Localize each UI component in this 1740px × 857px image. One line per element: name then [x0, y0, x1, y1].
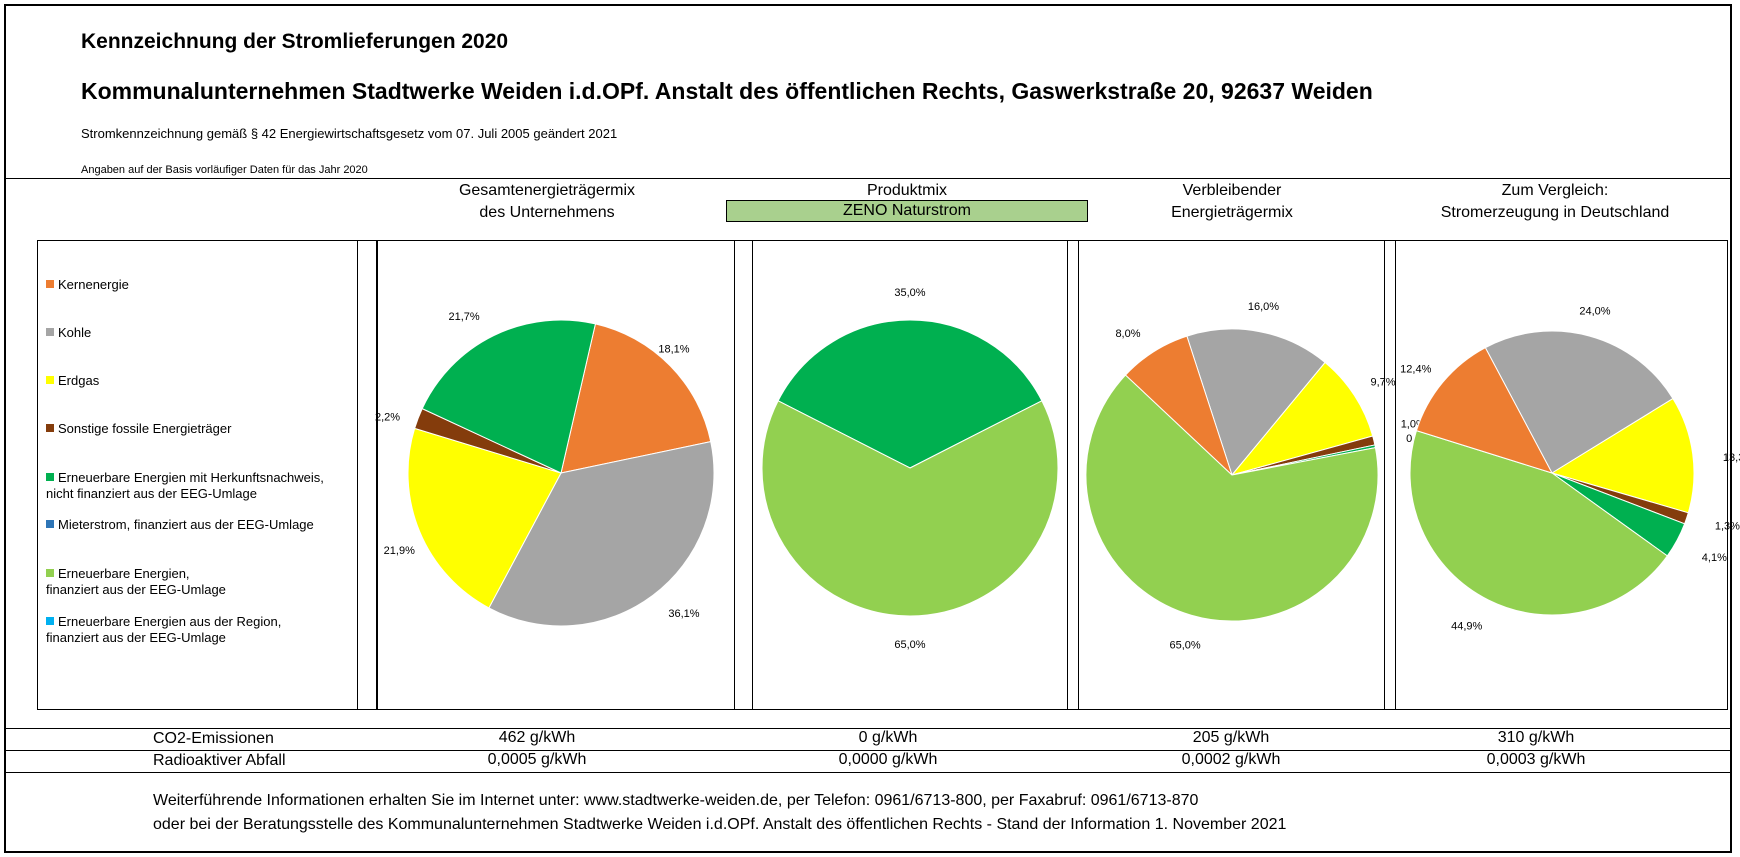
legend-label: Erneuerbare Energien mit Herkunftsnachwe…: [58, 470, 324, 485]
column-title-line: Gesamtenergieträgermix: [458, 182, 636, 199]
pie-data-label: 44,9%: [1451, 621, 1482, 633]
pie-data-label: 21,7%: [449, 311, 480, 323]
waste-value: 0,0005 g/kWh: [487, 751, 587, 768]
legend-item: Kernenergie: [46, 277, 129, 293]
legend-swatch: [46, 473, 54, 481]
legend-spacer: [357, 240, 377, 710]
legend-label: Sonstige fossile Energieträger: [58, 421, 232, 436]
legend-label: finanziert aus der EEG-Umlage: [46, 630, 226, 645]
legend-swatch: [46, 376, 54, 384]
legend-item: Sonstige fossile Energieträger: [46, 421, 231, 437]
pie-slice: [1124, 335, 1233, 476]
pie-slice: [560, 323, 712, 474]
header-divider: [4, 178, 1732, 179]
legend-label: Kernenergie: [58, 277, 129, 292]
legend-swatch: [46, 280, 54, 288]
page-title: Kennzeichnung der Stromlieferungen 2020: [81, 30, 509, 53]
legend-item: Mieterstrom, finanziert aus der EEG-Umla…: [46, 517, 314, 533]
pie-data-label: 65,0%: [1170, 639, 1201, 651]
legend-label: Erneuerbare Energien aus der Region,: [58, 614, 282, 629]
pie-chart-4: 24,0% 13,3% 1,3% 4,1% 44,9% 12,4%: [1400, 306, 1740, 633]
legend-swatch: [46, 328, 54, 336]
pie-data-label: 8,0%: [1115, 328, 1140, 340]
pie-data-label: 21,9%: [384, 545, 415, 557]
waste-label: Radioaktiver Abfall: [153, 752, 286, 769]
law-note: Stromkennzeichnung gemäß § 42 Energiewir…: [81, 126, 618, 141]
pie-data-label: 35,0%: [894, 287, 925, 299]
legend-swatch: [46, 569, 54, 577]
column-title-germany: Zum Vergleich: Stromerzeugung in Deutsch…: [1410, 180, 1700, 224]
pie-data-label: 4,1%: [1702, 552, 1727, 564]
legend-item: Erneuerbare Energien mit Herkunftsnachwe…: [46, 470, 324, 502]
pie-slice: [1186, 328, 1326, 477]
pie-slice: [421, 319, 597, 474]
pie-slice: [777, 319, 1043, 469]
pie-slice: [488, 441, 715, 627]
pie-chart-1: 18,1% 36,1% 21,9% 2,2% 21,7%: [375, 311, 715, 627]
legend-label: Mieterstrom, finanziert aus der EEG-Umla…: [58, 517, 314, 532]
pie-data-label: 36,1%: [668, 608, 699, 620]
column-title-remaining-mix: Verbleibender Energieträgermix: [1102, 180, 1362, 224]
column-title-company-mix: Gesamtenergieträgermix des Unternehmens: [417, 180, 677, 224]
column-title-line: Stromerzeugung in Deutschland: [1440, 204, 1670, 221]
pie-chart-2: 35,0% 65,0%: [761, 287, 1059, 651]
legend-swatch: [46, 520, 54, 528]
pie-chart-3: 16,0%9,7%1,0%0,3%65,0%8,0%: [1085, 301, 1431, 651]
pie-data-label: 24,0%: [1579, 306, 1610, 318]
column-title-line: Zum Vergleich:: [1501, 182, 1609, 199]
pie-data-label: 18,1%: [658, 344, 689, 356]
pie-slice: [1415, 346, 1554, 474]
pie-data-label: 9,7%: [1370, 377, 1395, 389]
pie-slice: [407, 427, 562, 609]
legend-swatch: [46, 617, 54, 625]
co2-value: 310 g/kWh: [1497, 729, 1575, 746]
waste-value: 0,0002 g/kWh: [1181, 751, 1281, 768]
chart-panel-4: [1395, 240, 1728, 710]
legend-item: Kohle: [46, 325, 91, 341]
footer-info-line: Weiterführende Informationen erhalten Si…: [153, 792, 1199, 809]
column-title-line: Energieträgermix: [1171, 204, 1293, 221]
column-title-line: des Unternehmens: [479, 204, 615, 221]
data-note: Angaben auf der Basis vorläufiger Daten …: [81, 164, 368, 176]
pie-data-label: 1,3%: [1715, 520, 1740, 532]
pie-slice: [1085, 374, 1379, 622]
table-line: [4, 772, 1732, 773]
pie-data-label: 12,4%: [1400, 363, 1431, 375]
legend-label: Erdgas: [58, 373, 100, 388]
page-frame: [4, 4, 1732, 853]
co2-value: 205 g/kWh: [1192, 729, 1270, 746]
pie-slice: [1484, 330, 1674, 474]
pie-data-label: 16,0%: [1248, 301, 1279, 313]
legend-item: Erneuerbare Energien aus der Region, fina…: [46, 614, 281, 646]
legend-label: Kohle: [58, 325, 92, 340]
co2-value: 462 g/kWh: [498, 729, 576, 746]
pie-slice: [1230, 361, 1374, 476]
product-name-box: ZENO Naturstrom: [726, 200, 1088, 222]
legend-swatch: [46, 424, 54, 432]
footer-info-line: oder bei der Beratungsstelle des Kommuna…: [153, 816, 1287, 833]
column-title-product-mix: Produktmix: [866, 182, 948, 199]
pie-slice: [1409, 430, 1668, 616]
pie-slice: [1550, 397, 1695, 514]
pie-data-label: 13,3%: [1723, 452, 1740, 464]
pie-data-label: 2,2%: [375, 412, 400, 424]
legend-item: Erdgas: [46, 373, 99, 389]
company-name: Kommunalunternehmen Stadtwerke Weiden i.…: [81, 78, 1373, 104]
column-title-line: Verbleibender: [1182, 182, 1282, 199]
table-line: [4, 728, 1732, 729]
waste-value: 0,0003 g/kWh: [1486, 751, 1586, 768]
waste-value: 0,0000 g/kWh: [838, 751, 938, 768]
legend-item: Erneuerbare Energien, finanziert aus der …: [46, 566, 226, 598]
co2-value: 0 g/kWh: [858, 729, 918, 746]
legend-label: finanziert aus der EEG-Umlage: [46, 582, 226, 597]
legend-label: nicht finanziert aus der EEG-Umlage: [46, 486, 257, 501]
pie-data-label: 65,0%: [894, 639, 925, 651]
co2-label: CO2-Emissionen: [153, 730, 274, 747]
pie-slice: [761, 400, 1059, 617]
table-line: [4, 750, 1732, 751]
legend-label: Erneuerbare Energien,: [58, 566, 190, 581]
